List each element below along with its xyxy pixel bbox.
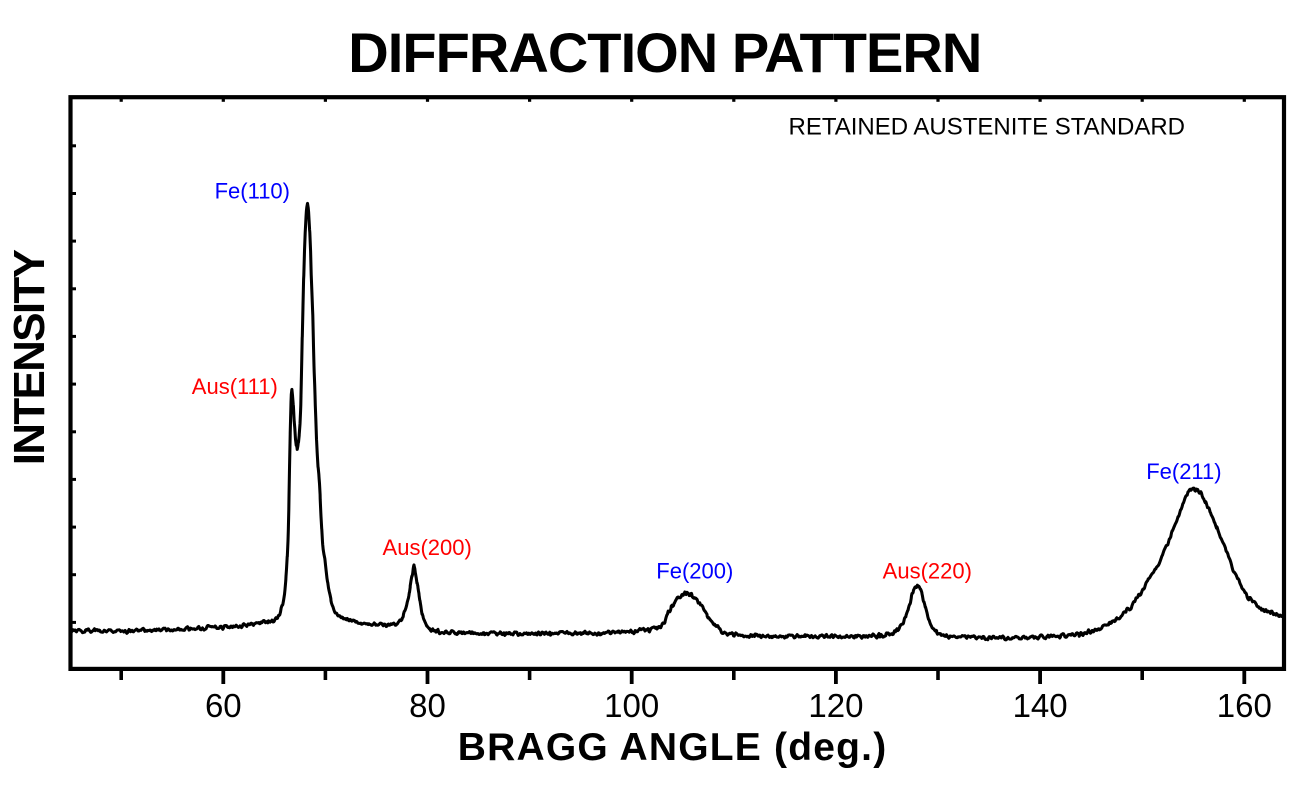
svg-text:Aus(200): Aus(200) bbox=[383, 535, 472, 560]
svg-text:Fe(200): Fe(200) bbox=[656, 559, 733, 584]
svg-text:RETAINED AUSTENITE STANDARD: RETAINED AUSTENITE STANDARD bbox=[789, 114, 1186, 141]
svg-text:Aus(220): Aus(220) bbox=[883, 559, 972, 584]
svg-text:100: 100 bbox=[604, 687, 659, 724]
svg-text:Aus(111): Aus(111) bbox=[192, 374, 278, 399]
svg-text:80: 80 bbox=[409, 687, 446, 724]
svg-text:DIFFRACTION PATTERN: DIFFRACTION PATTERN bbox=[348, 21, 981, 84]
svg-text:INTENSITY: INTENSITY bbox=[5, 249, 54, 465]
svg-text:60: 60 bbox=[205, 687, 242, 724]
svg-text:Fe(110): Fe(110) bbox=[215, 178, 290, 203]
svg-text:120: 120 bbox=[808, 687, 863, 724]
svg-text:160: 160 bbox=[1217, 687, 1272, 724]
svg-text:Fe(211): Fe(211) bbox=[1146, 459, 1221, 484]
svg-text:BRAGG ANGLE (deg.): BRAGG ANGLE (deg.) bbox=[458, 726, 888, 769]
svg-text:140: 140 bbox=[1013, 687, 1068, 724]
